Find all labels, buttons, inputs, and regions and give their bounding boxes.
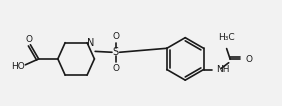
Text: N: N xyxy=(87,38,94,48)
Text: O: O xyxy=(246,55,253,64)
Text: NH: NH xyxy=(216,65,230,74)
Text: HO: HO xyxy=(11,62,25,71)
Text: H₃C: H₃C xyxy=(218,33,235,42)
Text: O: O xyxy=(112,32,119,40)
Text: O: O xyxy=(25,35,32,44)
Text: O: O xyxy=(112,64,119,73)
Text: S: S xyxy=(113,47,119,57)
